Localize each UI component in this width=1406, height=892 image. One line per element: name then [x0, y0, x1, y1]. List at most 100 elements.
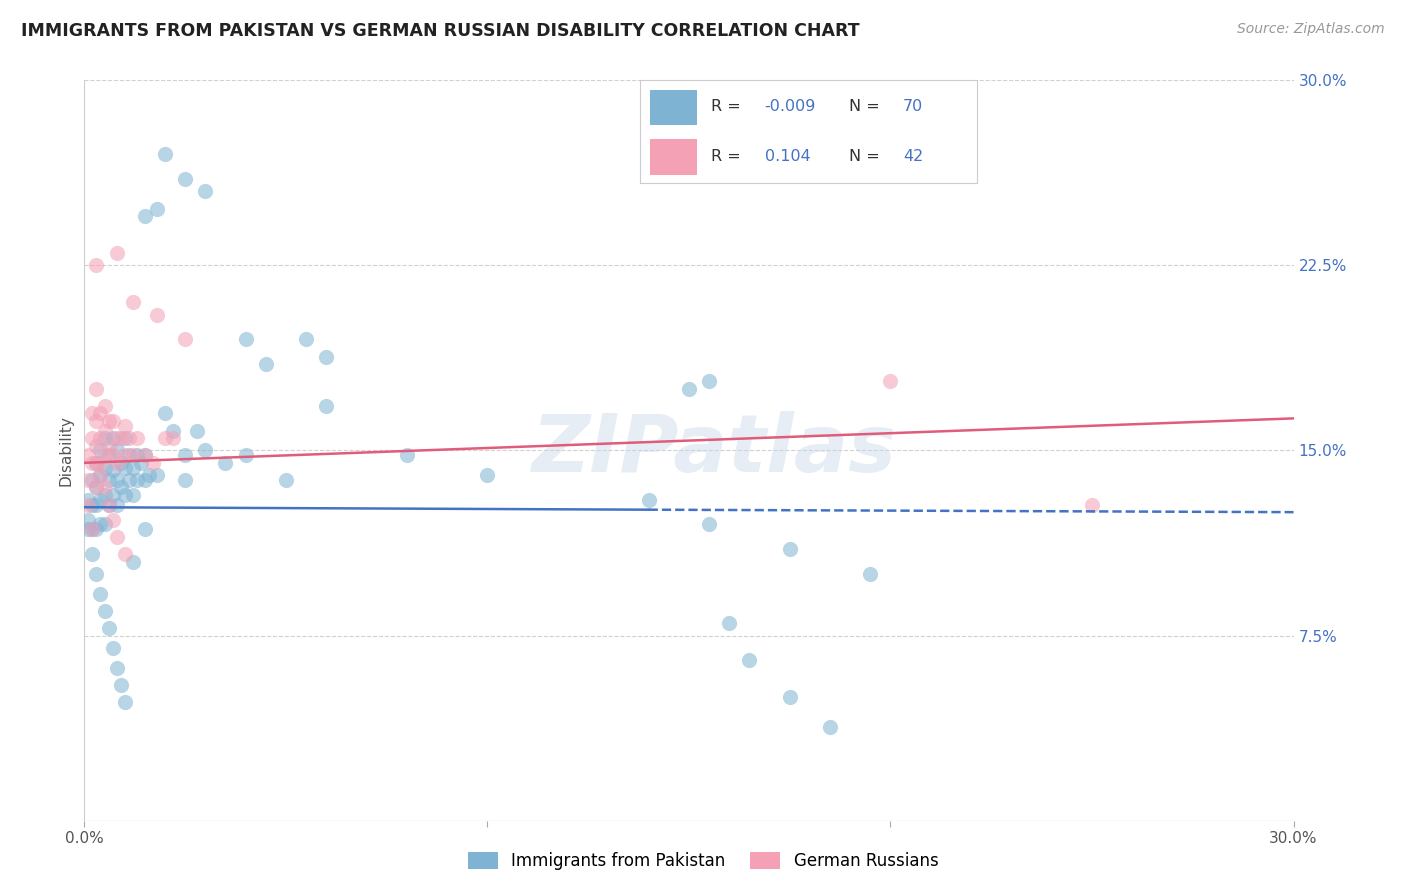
Point	[697, 517, 720, 532]
Point	[93, 449, 115, 463]
Point	[174, 172, 197, 186]
Point	[134, 449, 156, 463]
Point	[89, 456, 111, 470]
Point	[114, 431, 136, 445]
Point	[395, 449, 418, 463]
Point	[114, 460, 136, 475]
Text: 70: 70	[903, 99, 924, 114]
Point	[859, 566, 882, 581]
Point	[101, 463, 124, 477]
Point	[110, 678, 132, 692]
Text: N =: N =	[849, 149, 884, 164]
Text: R =: R =	[710, 149, 745, 164]
Point	[125, 431, 148, 445]
Point	[82, 456, 104, 470]
Point	[77, 473, 100, 487]
Point	[697, 375, 720, 389]
Point	[89, 468, 111, 483]
Point	[162, 424, 184, 438]
Point	[89, 586, 111, 600]
Point	[82, 498, 104, 512]
Point	[153, 431, 176, 445]
Point	[97, 438, 120, 452]
Point	[93, 399, 115, 413]
Text: 0.104: 0.104	[765, 149, 810, 164]
Point	[121, 295, 143, 310]
Point	[138, 468, 160, 483]
Point	[678, 382, 700, 396]
Point	[818, 720, 841, 734]
Point	[254, 357, 277, 371]
Point	[110, 480, 132, 494]
Point	[779, 542, 801, 557]
FancyBboxPatch shape	[650, 89, 697, 126]
Point	[89, 431, 111, 445]
Text: 42: 42	[903, 149, 924, 164]
Y-axis label: Disability: Disability	[58, 415, 73, 486]
Point	[186, 424, 208, 438]
Point	[779, 690, 801, 705]
Point	[118, 473, 141, 487]
Point	[97, 498, 120, 512]
Point	[105, 246, 128, 260]
Point	[89, 443, 111, 458]
Point	[142, 456, 165, 470]
Legend: Immigrants from Pakistan, German Russians: Immigrants from Pakistan, German Russian…	[461, 845, 945, 877]
Point	[153, 407, 176, 421]
Point	[82, 407, 104, 421]
Point	[174, 473, 197, 487]
Point	[315, 399, 337, 413]
Point	[89, 407, 111, 421]
Point	[86, 498, 108, 512]
Point	[121, 488, 143, 502]
Point	[110, 431, 132, 445]
Point	[477, 468, 499, 483]
Point	[105, 498, 128, 512]
Point	[146, 202, 169, 216]
Point	[125, 473, 148, 487]
Point	[162, 431, 184, 445]
Point	[77, 523, 100, 537]
Point	[134, 523, 156, 537]
Point	[114, 547, 136, 561]
Point	[101, 414, 124, 428]
Point	[93, 424, 115, 438]
Point	[77, 449, 100, 463]
Point	[121, 555, 143, 569]
Point	[97, 621, 120, 635]
Point	[82, 547, 104, 561]
Point	[315, 350, 337, 364]
Point	[134, 209, 156, 223]
FancyBboxPatch shape	[650, 139, 697, 175]
Point	[86, 438, 108, 452]
Point	[295, 332, 318, 346]
Point	[121, 460, 143, 475]
Text: -0.009: -0.009	[765, 99, 815, 114]
Point	[121, 449, 143, 463]
Point	[86, 523, 108, 537]
Point	[77, 512, 100, 526]
Point	[118, 449, 141, 463]
Point	[134, 473, 156, 487]
Point	[125, 449, 148, 463]
Point	[89, 517, 111, 532]
Point	[153, 147, 176, 161]
Point	[101, 449, 124, 463]
Point	[77, 498, 100, 512]
Point	[93, 517, 115, 532]
Point	[86, 382, 108, 396]
Point	[93, 460, 115, 475]
Point	[637, 492, 659, 507]
Point	[174, 449, 197, 463]
Point	[105, 660, 128, 674]
Point	[86, 480, 108, 494]
Point	[114, 449, 136, 463]
Point	[82, 431, 104, 445]
Point	[738, 653, 761, 667]
Point	[101, 512, 124, 526]
Point	[105, 530, 128, 544]
Point	[93, 431, 115, 445]
Point	[82, 473, 104, 487]
Point	[97, 449, 120, 463]
Point	[718, 616, 741, 631]
